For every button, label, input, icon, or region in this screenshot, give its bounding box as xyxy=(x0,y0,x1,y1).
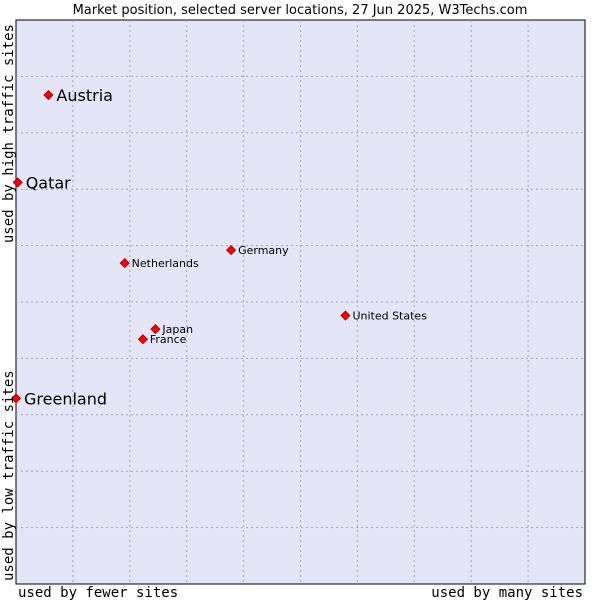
point-label-netherlands: Netherlands xyxy=(132,257,199,270)
x-axis-label-left: used by fewer sites xyxy=(18,585,178,600)
y-axis-label-top: used by high traffic sites xyxy=(1,24,17,243)
point-marker-united-states xyxy=(340,310,351,321)
point-label-qatar: Qatar xyxy=(26,173,71,192)
point-marker-netherlands xyxy=(119,258,130,269)
point-label-france: France xyxy=(150,333,187,346)
gridlines xyxy=(16,20,585,584)
data-points: Austria Qatar Germany Netherlands United Sta… xyxy=(10,86,427,408)
y-axis-label-bottom: used by low traffic sites xyxy=(1,370,17,581)
point-label-greenland: Greenland xyxy=(24,389,107,408)
x-axis-label-right: used by many sites xyxy=(431,585,583,600)
point-marker-germany xyxy=(226,245,237,256)
point-label-austria: Austria xyxy=(56,86,113,105)
point-marker-greenland xyxy=(10,393,22,404)
point-marker-japan xyxy=(150,324,161,335)
point-label-japan: Japan xyxy=(161,323,193,336)
point-label-germany: Germany xyxy=(238,244,289,257)
point-label-united-states: United States xyxy=(352,310,427,323)
point-marker-qatar xyxy=(12,177,23,188)
point-marker-austria xyxy=(43,89,54,101)
chart-title: Market position, selected server locatio… xyxy=(73,3,528,18)
point-marker-france xyxy=(137,334,148,345)
